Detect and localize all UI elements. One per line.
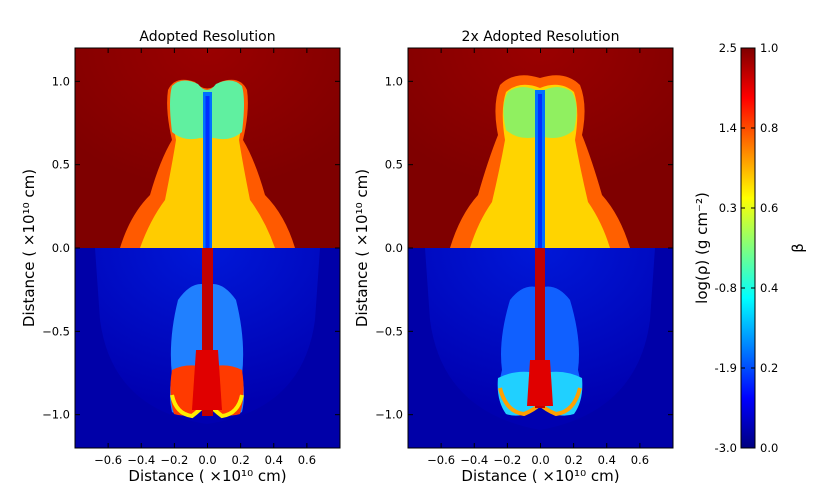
x-tick-label: −0.4 <box>460 453 488 467</box>
colorbar-right-tick-label: 0.6 <box>760 201 778 215</box>
jet-lower-head <box>192 350 222 410</box>
x-tick-label: 0.2 <box>231 453 249 467</box>
y-tick-label: −0.5 <box>375 324 403 338</box>
x-tick-label: −0.6 <box>427 453 455 467</box>
y-tick-label: −1.0 <box>42 408 70 422</box>
x-tick-label: 0.4 <box>265 453 283 467</box>
x-tick-label: −0.6 <box>94 453 122 467</box>
colorbar-left-label: log(ρ) (g cm⁻²) <box>693 192 711 304</box>
x-tick-label: 0.0 <box>531 453 549 467</box>
colorbar-left-tick-label: -1.9 <box>715 361 737 375</box>
x-tick-label: −0.2 <box>160 453 188 467</box>
x-tick-label: 0.4 <box>598 453 616 467</box>
jet-lower <box>535 248 545 408</box>
x-tick-label: 0.2 <box>564 453 582 467</box>
colorbar-left-tick-label: 0.3 <box>719 201 737 215</box>
colorbar-left-tick-label: -0.8 <box>715 281 737 295</box>
jet-upper-core <box>538 94 542 248</box>
x-tick-label: −0.2 <box>493 453 521 467</box>
panel-right-xlabel: Distance ( ×10¹⁰ cm) <box>461 467 619 485</box>
panel-left-heatmap <box>75 48 340 448</box>
y-tick-label: −1.0 <box>375 408 403 422</box>
panel-right-ticks: −0.6 −0.4 −0.2 0.0 0.2 0.4 0.6 −1.0 −0.5 0.0 0.5 1.… <box>375 48 673 467</box>
panel-left-ticks: −0.6 −0.4 −0.2 0.0 0.2 0.4 0.6 −1.0 −0.5 0.0 0.5 1.… <box>42 48 340 467</box>
x-tick-label: 0.6 <box>631 453 649 467</box>
colorbar-right-tick-label: 0.0 <box>760 441 778 455</box>
colorbar-right-tick-label: 0.2 <box>760 361 778 375</box>
x-tick-label: 0.0 <box>198 453 216 467</box>
y-tick-label: −0.5 <box>42 324 70 338</box>
y-tick-label: 0.5 <box>52 158 70 172</box>
colorbar-right-label: β <box>789 243 807 253</box>
panel-right-heatmap <box>408 48 673 448</box>
colorbar-left-tick-label: 1.4 <box>719 121 737 135</box>
y-tick-label: 1.0 <box>385 74 403 88</box>
panel-left-ylabel: Distance ( ×10¹⁰ cm) <box>20 169 38 327</box>
y-tick-label: 1.0 <box>52 74 70 88</box>
colorbar-right-tick-label: 0.4 <box>760 281 778 295</box>
colorbar-left-tick-label: -3.0 <box>715 441 737 455</box>
y-tick-label: 0.5 <box>385 158 403 172</box>
panel-right-ylabel: Distance ( ×10¹⁰ cm) <box>353 169 371 327</box>
x-tick-label: −0.4 <box>127 453 155 467</box>
colorbar-left-tick-label: 2.5 <box>719 41 737 55</box>
x-tick-label: 0.6 <box>298 453 316 467</box>
y-tick-label: 0.0 <box>52 241 70 255</box>
colorbar <box>740 47 756 449</box>
jet-lower-head <box>527 360 553 406</box>
colorbar-ticks: 2.5 1.4 0.3 -0.8 -1.9 -3.0 1.0 0.8 0.6 0.4 0.2 0.0 <box>715 41 779 455</box>
jet-upper-core <box>205 96 210 248</box>
y-tick-label: 0.0 <box>385 241 403 255</box>
colorbar-right-tick-label: 1.0 <box>760 41 778 55</box>
jet-lower <box>202 248 213 416</box>
colorbar-right-tick-label: 0.8 <box>760 121 778 135</box>
panel-left-xlabel: Distance ( ×10¹⁰ cm) <box>128 467 286 485</box>
panel-left-title: Adopted Resolution <box>139 29 275 45</box>
panel-right-title: 2x Adopted Resolution <box>462 29 620 45</box>
